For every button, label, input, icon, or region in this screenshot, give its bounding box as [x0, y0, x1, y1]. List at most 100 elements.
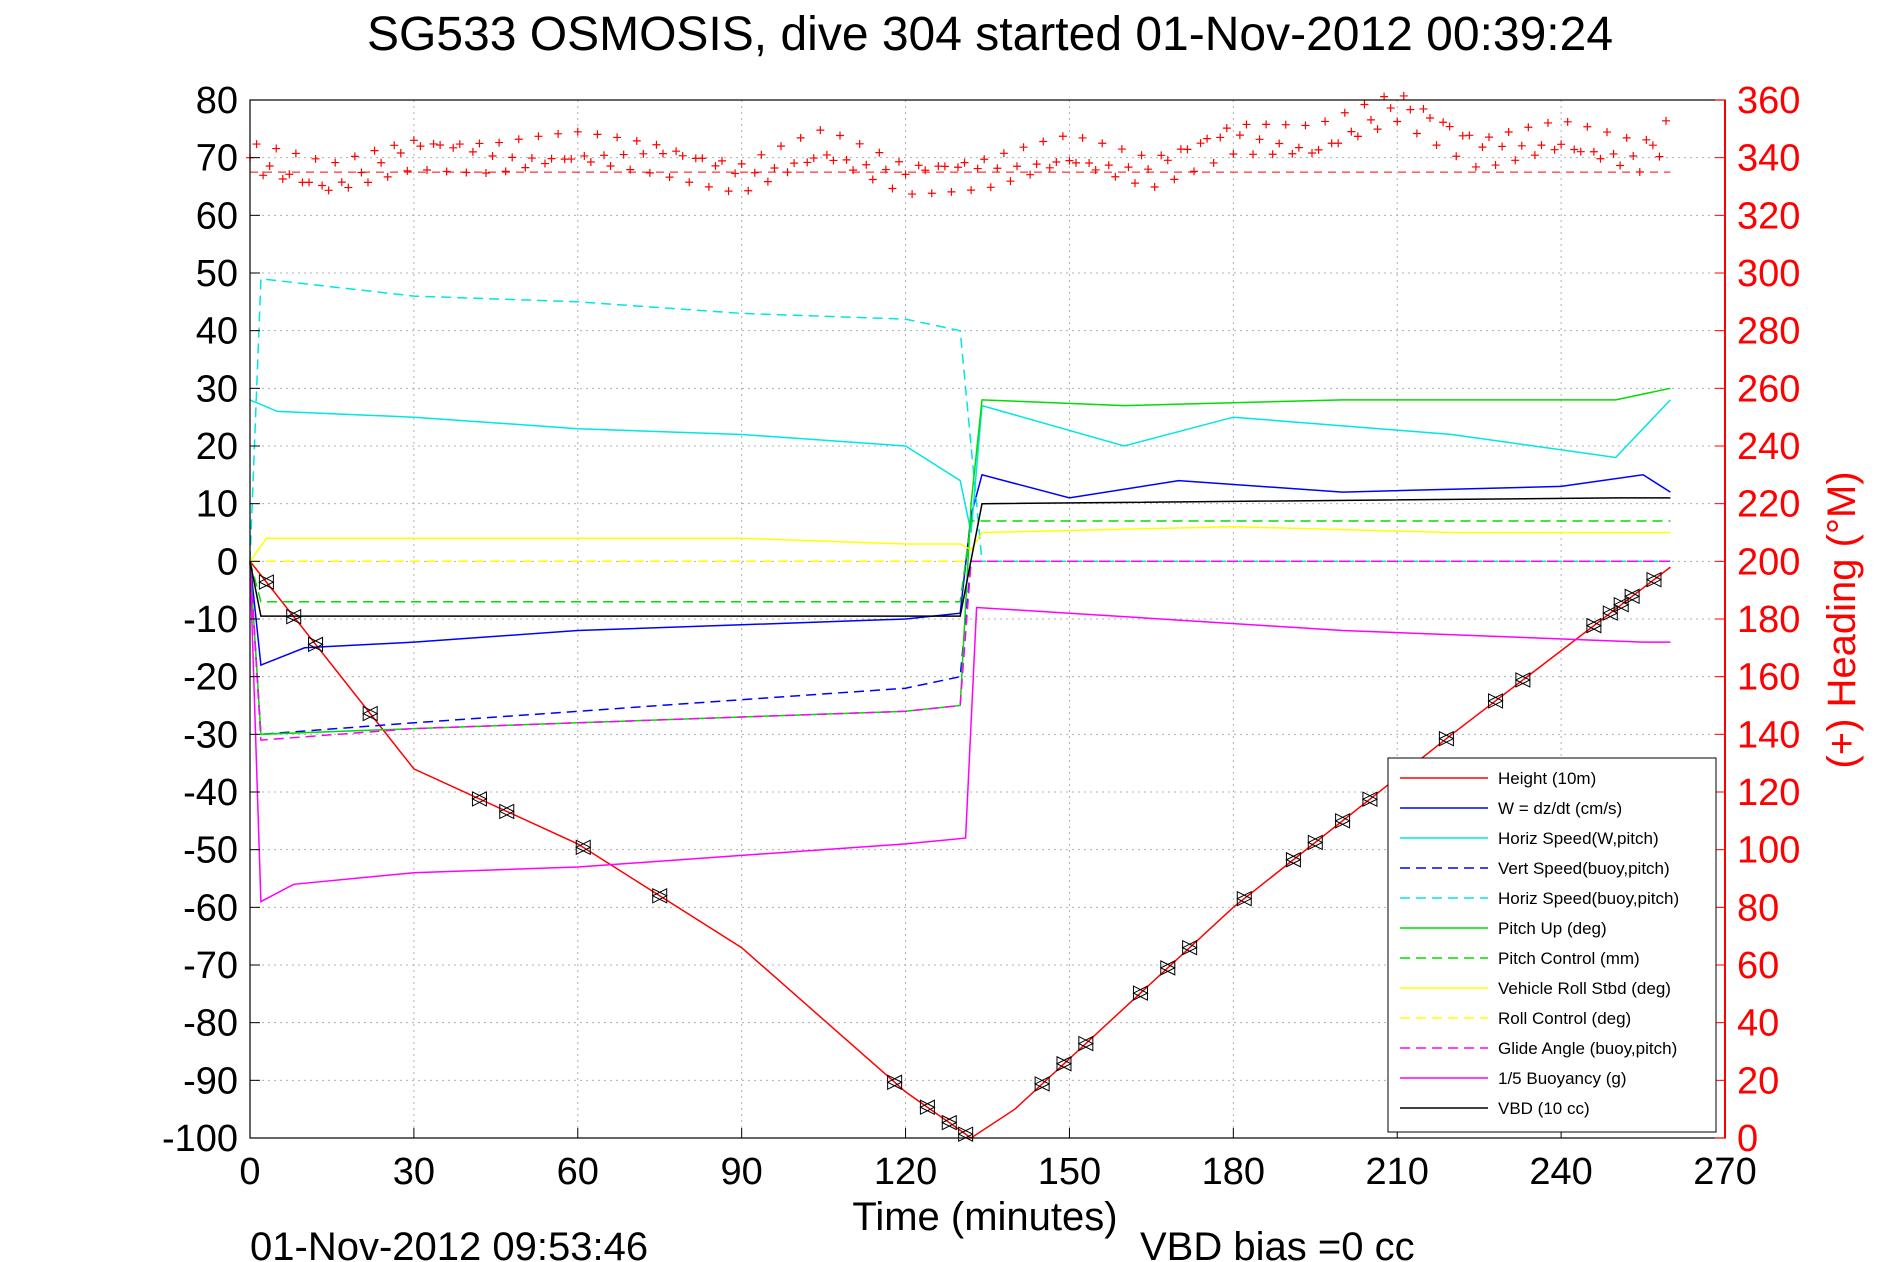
y2-tick-label: 180 [1737, 599, 1800, 641]
heading-point [1131, 179, 1139, 188]
heading-point [1557, 140, 1566, 149]
y-tick-label: -50 [183, 830, 238, 872]
y-tick-label: -40 [183, 772, 238, 814]
height-marker [941, 1114, 958, 1131]
height-marker [1514, 672, 1531, 688]
heading-point [999, 149, 1008, 158]
heading-point [252, 140, 261, 149]
height-marker [1181, 939, 1198, 956]
heading-point [390, 141, 399, 150]
y-tick-label: -90 [183, 1060, 238, 1102]
y2-tick-label: 260 [1737, 368, 1800, 410]
heading-point [337, 178, 346, 187]
heading-point [1157, 151, 1166, 160]
y2-tick-label: 240 [1737, 426, 1800, 468]
heading-point [1629, 151, 1638, 160]
heading-point [1609, 149, 1618, 158]
heading-point [265, 162, 274, 171]
heading-point [1340, 108, 1349, 117]
y-tick-label: -70 [183, 945, 238, 987]
heading-point [1183, 145, 1192, 154]
heading-point [1537, 141, 1546, 150]
series-line-1-5-buoyancy-g [249, 561, 1671, 903]
heading-point [1032, 160, 1041, 169]
heading-point [1065, 156, 1074, 165]
height-marker [1132, 985, 1149, 1001]
heading-point [888, 184, 897, 193]
y2-tick-label: 140 [1737, 714, 1800, 756]
heading-point [1373, 125, 1382, 134]
heading-point [1117, 145, 1126, 154]
heading-point [901, 170, 910, 179]
height-marker [1159, 960, 1176, 976]
heading-point [1294, 143, 1303, 152]
heading-point [1255, 135, 1264, 144]
heading-point [1222, 124, 1231, 133]
heading-point [278, 175, 287, 184]
heading-point [409, 136, 418, 145]
heading-point [763, 177, 772, 186]
heading-point [1367, 115, 1375, 124]
legend-label: Pitch Control (mm) [1498, 949, 1640, 968]
heading-point [1137, 151, 1146, 160]
heading-point [1583, 122, 1592, 131]
heading-point [659, 149, 667, 158]
footer-note: VBD bias =0 cc [1140, 1225, 1415, 1262]
heading-point [1471, 162, 1480, 171]
heading-point [1052, 157, 1061, 166]
heading-point [973, 164, 982, 173]
heading-point [501, 167, 510, 176]
legend: Height (10m) W = dz/dt (cm/s) Horiz Speed(… [1387, 757, 1717, 1133]
height-marker [307, 636, 324, 653]
heading-point [783, 168, 792, 177]
heading-point [777, 142, 785, 151]
y2-tick-label: 320 [1737, 195, 1800, 237]
heading-point [1301, 121, 1310, 130]
height-marker [258, 574, 275, 590]
heading-point [1085, 158, 1094, 167]
heading-point [1314, 145, 1323, 154]
heading-point [921, 166, 930, 175]
heading-point [1039, 137, 1048, 146]
heading-point [613, 133, 622, 142]
heading-point [731, 169, 740, 178]
legend-label: Pitch Up (deg) [1498, 919, 1607, 938]
height-marker [1613, 596, 1630, 613]
heading-point [1288, 149, 1297, 158]
y2-tick-label: 120 [1737, 772, 1800, 814]
heading-point [1465, 131, 1474, 140]
heading-point [645, 168, 654, 177]
y2-axis-ticks: 3603403203002802602402202001801601401201… [1715, 80, 1800, 1160]
heading-point [1596, 154, 1605, 163]
heading-point [711, 161, 720, 170]
heading-point [462, 168, 471, 177]
y-tick-label: -100 [162, 1118, 238, 1160]
y2-tick-label: 160 [1737, 657, 1800, 699]
heading-point [403, 166, 412, 175]
x-tick-label: 90 [721, 1151, 763, 1193]
heading-point [1550, 145, 1559, 154]
heading-point [547, 154, 556, 163]
heading-point [383, 172, 392, 181]
y2-tick-label: 360 [1737, 80, 1800, 122]
heading-point [1491, 161, 1500, 170]
y2-tick-label: 300 [1737, 253, 1800, 295]
heading-point [914, 161, 923, 170]
heading-point [1478, 143, 1487, 152]
heading-point [1334, 139, 1343, 148]
heading-point [770, 163, 779, 172]
heading-point [567, 155, 576, 164]
heading-point [1386, 104, 1395, 113]
height-marker [919, 1099, 936, 1116]
x-axis-label: Time (minutes) [852, 1195, 1117, 1239]
heading-point [1196, 139, 1205, 148]
heading-point [993, 164, 1002, 173]
y2-tick-label: 340 [1737, 138, 1800, 180]
heading-point [1347, 127, 1356, 136]
heading-point [1622, 133, 1631, 142]
x-tick-label: 120 [874, 1151, 937, 1193]
heading-point [1570, 145, 1579, 154]
heading-point [632, 136, 641, 145]
heading-point [1662, 116, 1670, 125]
